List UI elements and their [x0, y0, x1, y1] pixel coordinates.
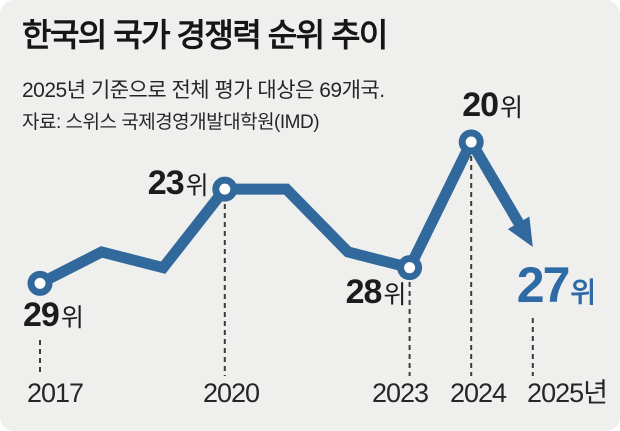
rank-unit-suffix: 위: [185, 172, 209, 201]
x-tick-label-2025: 2025년: [527, 378, 608, 408]
rank-label-2023: 28 위: [346, 275, 407, 309]
rank-value: 28: [345, 272, 383, 311]
data-point-2024: [458, 129, 484, 155]
rank-value: 23: [147, 164, 185, 203]
x-tick-label-2024: 2024: [449, 378, 507, 408]
chart-source: 자료: 스위스 국제경영개발대학원(IMD): [22, 112, 320, 133]
rank-value: 20: [462, 86, 499, 124]
x-tick-label-2017: 2017: [26, 378, 84, 408]
rank-label-2017: 29 위: [23, 298, 84, 332]
x-tick-label-2023: 2023: [371, 378, 429, 408]
data-point-2020: [212, 176, 238, 202]
rank-value: 29: [23, 296, 60, 335]
rank-value: 27: [516, 256, 571, 313]
rank-unit-suffix: 위: [383, 280, 407, 309]
rank-label-2020: 23 위: [148, 166, 209, 200]
highlight-rank-label-2025: 27 위: [517, 260, 596, 310]
arrow-shaft: [466, 139, 526, 230]
rank-unit-suffix: 위: [500, 94, 524, 122]
data-point-2017: [27, 270, 53, 296]
chart-title: 한국의 국가 경쟁력 순위 추이: [22, 17, 388, 53]
chart-subtitle: 2025년 기준으로 전체 평가 대상은 69개국.: [22, 79, 385, 102]
rank-label-2024: 20 위: [462, 88, 523, 122]
rank-unit-suffix: 위: [60, 304, 84, 333]
x-tick-label-2020: 2020: [202, 378, 260, 408]
data-point-2023: [397, 255, 423, 281]
arrow-head-icon: [507, 216, 533, 247]
rank-unit-suffix: 위: [570, 276, 597, 308]
